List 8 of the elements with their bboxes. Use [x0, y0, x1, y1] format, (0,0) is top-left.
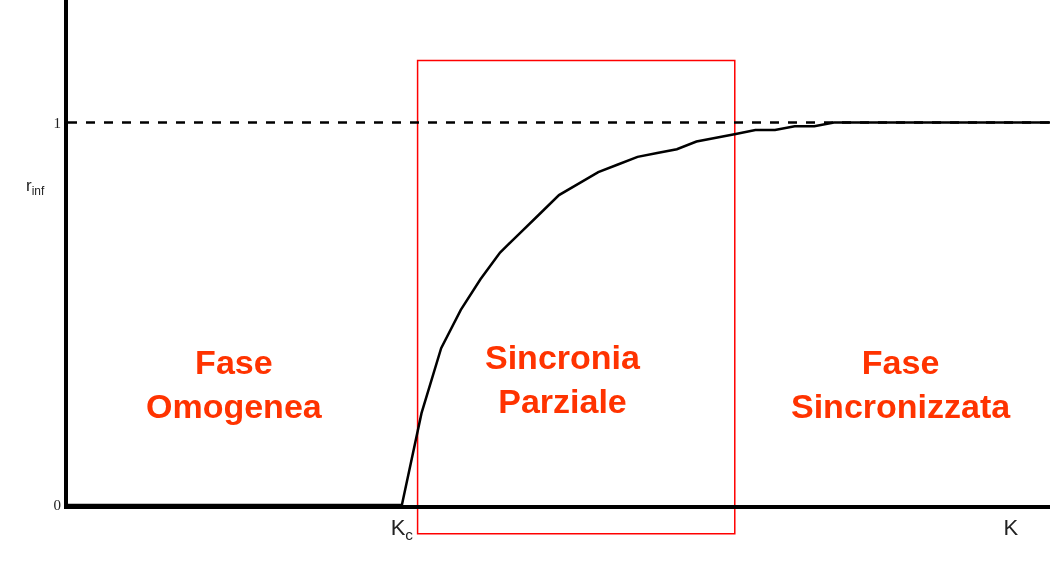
- x-tick-label: K$_{c}$: [390, 515, 414, 544]
- y-tick-label: 1: [53, 114, 61, 131]
- annotation: Fase Omogenea: [146, 343, 323, 426]
- y-axis-title: r$_{inf}$: [26, 176, 45, 198]
- x-tick-label: K: [1003, 515, 1019, 541]
- y-tick-label: 0: [53, 497, 61, 514]
- annotation: Fase Sincronizzata: [791, 343, 1012, 426]
- annotation: Sincronia Parziale: [485, 338, 642, 421]
